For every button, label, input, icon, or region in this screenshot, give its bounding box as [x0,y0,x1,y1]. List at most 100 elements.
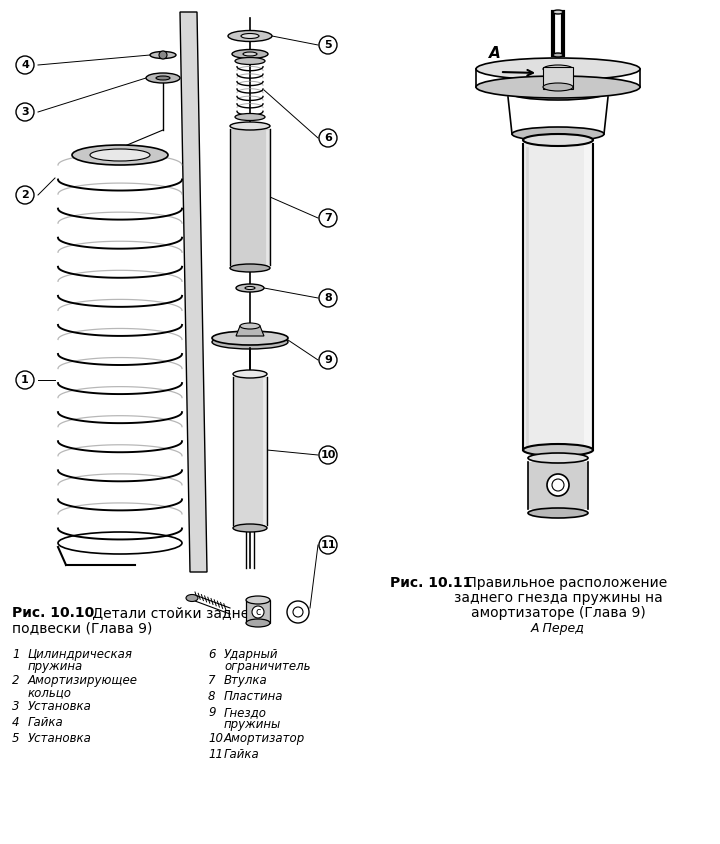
Ellipse shape [553,10,563,14]
Polygon shape [236,326,264,336]
Circle shape [16,371,34,389]
Ellipse shape [512,127,604,141]
Circle shape [159,51,167,59]
Ellipse shape [523,444,593,456]
Text: 45°: 45° [507,73,529,86]
Text: 7: 7 [208,674,215,687]
Text: амортизаторе (Глава 9): амортизаторе (Глава 9) [471,606,645,620]
Text: 7: 7 [324,213,332,223]
Text: Правильное расположение: Правильное расположение [462,576,667,590]
Circle shape [287,601,309,623]
Circle shape [16,186,34,204]
Ellipse shape [528,453,588,463]
Ellipse shape [156,76,170,80]
Text: Амортизатор: Амортизатор [224,732,305,745]
Text: 4: 4 [21,60,29,70]
Text: 9: 9 [324,355,332,365]
Text: c: c [256,607,261,617]
Circle shape [319,536,337,554]
Ellipse shape [233,524,267,532]
Text: Гайка: Гайка [28,716,64,729]
Polygon shape [528,462,588,509]
Circle shape [552,479,564,491]
Text: 3: 3 [12,700,19,713]
Ellipse shape [476,76,640,98]
Text: 5: 5 [324,40,332,50]
Text: 4: 4 [12,716,19,729]
Text: ограничитель: ограничитель [224,660,310,673]
Ellipse shape [241,34,259,39]
Circle shape [252,606,264,618]
Polygon shape [523,144,593,450]
Ellipse shape [235,113,265,121]
Text: Рис. 10.11: Рис. 10.11 [390,576,472,590]
Ellipse shape [543,83,573,91]
Text: 10: 10 [208,732,223,745]
Text: A: A [489,46,501,62]
Polygon shape [180,12,207,572]
Ellipse shape [523,134,593,146]
Circle shape [319,446,337,464]
Polygon shape [230,129,270,265]
Polygon shape [246,600,270,623]
Ellipse shape [233,370,267,378]
Text: Амортизирующее: Амортизирующее [28,674,138,687]
Circle shape [319,351,337,369]
Circle shape [319,129,337,147]
Ellipse shape [232,50,268,58]
Ellipse shape [240,323,260,329]
Ellipse shape [212,331,288,345]
Text: 2: 2 [21,190,29,200]
Text: 8: 8 [324,293,332,303]
Text: 11: 11 [208,748,223,761]
Text: пружины: пружины [224,718,282,731]
Text: 1: 1 [21,375,29,385]
Ellipse shape [246,596,270,604]
Text: А Перед: А Перед [531,622,585,635]
Text: 6: 6 [208,648,215,661]
Text: Втулка: Втулка [224,674,268,687]
Text: Цилиндрическая: Цилиндрическая [28,648,133,661]
Ellipse shape [235,57,265,64]
Text: Гайка: Гайка [224,748,260,761]
Ellipse shape [212,335,288,349]
Ellipse shape [476,58,640,80]
Text: 6: 6 [324,133,332,143]
Text: Установка: Установка [28,732,92,745]
Circle shape [16,103,34,121]
Text: Гнездо: Гнездо [224,706,267,719]
Text: 5: 5 [12,732,19,745]
Ellipse shape [236,284,264,292]
Ellipse shape [243,52,257,56]
Ellipse shape [230,122,270,130]
Circle shape [319,36,337,54]
Text: 10: 10 [320,450,336,460]
Ellipse shape [543,65,573,73]
Ellipse shape [150,51,176,58]
Text: заднего гнезда пружины на: заднего гнезда пружины на [454,591,662,605]
Ellipse shape [246,619,270,627]
Text: 3: 3 [21,107,29,117]
Text: подвески (Глава 9): подвески (Глава 9) [12,621,152,635]
Text: Детали стойки задней: Детали стойки задней [88,606,258,620]
Circle shape [319,289,337,307]
Circle shape [293,607,303,617]
Ellipse shape [508,84,608,100]
Polygon shape [543,67,573,89]
Ellipse shape [146,73,180,83]
Text: 1: 1 [12,648,19,661]
Ellipse shape [90,149,150,161]
Text: кольцо: кольцо [28,686,72,699]
Text: пружина: пружина [28,660,84,673]
Ellipse shape [553,53,563,57]
Ellipse shape [230,264,270,272]
Text: 8: 8 [208,690,215,703]
Ellipse shape [528,508,588,518]
Text: 2: 2 [12,674,19,687]
Circle shape [16,56,34,74]
Text: Ударный: Ударный [224,648,279,661]
Text: Установка: Установка [28,700,92,713]
Text: Пластина: Пластина [224,690,284,703]
Ellipse shape [72,145,168,165]
Text: 9: 9 [208,706,215,719]
